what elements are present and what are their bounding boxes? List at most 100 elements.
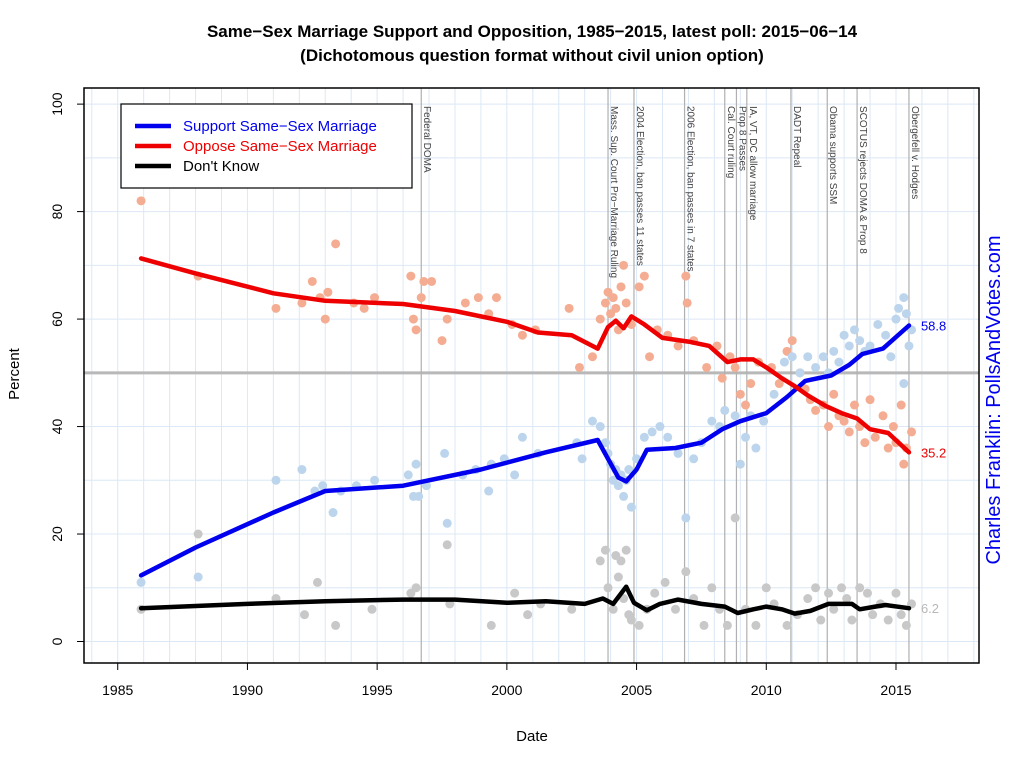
- x-tick-label: 1990: [232, 682, 263, 698]
- poll-point: [862, 588, 872, 598]
- x-tick-label: 1995: [362, 682, 393, 698]
- poll-point: [702, 362, 712, 372]
- poll-point: [689, 454, 699, 464]
- poll-point: [411, 459, 421, 469]
- poll-point: [735, 389, 745, 399]
- poll-point: [865, 395, 875, 405]
- end-labels: 58.8 35.2 6.2: [921, 319, 946, 617]
- poll-point: [645, 352, 655, 362]
- event-label: IA, VT, DC allow marriage: [747, 106, 758, 221]
- poll-point: [411, 583, 421, 593]
- poll-point: [722, 620, 732, 630]
- poll-point: [442, 540, 452, 550]
- poll-point: [460, 298, 470, 308]
- event-label: 2004 Election, ban passes 11 states: [634, 106, 645, 266]
- poll-point: [896, 610, 906, 620]
- poll-point: [751, 620, 761, 630]
- poll-point: [323, 287, 333, 297]
- poll-point: [873, 319, 883, 329]
- y-tick-label: 20: [49, 526, 65, 542]
- poll-point: [673, 341, 683, 351]
- poll-point: [608, 293, 618, 303]
- poll-point: [510, 588, 520, 598]
- poll-point: [707, 583, 717, 593]
- poll-point: [829, 346, 839, 356]
- poll-point: [868, 610, 878, 620]
- poll-point: [300, 610, 310, 620]
- poll-point: [886, 352, 896, 362]
- poll-point: [878, 411, 888, 421]
- poll-point: [442, 518, 452, 528]
- poll-point: [839, 330, 849, 340]
- poll-point: [587, 416, 597, 426]
- poll-point: [616, 556, 626, 566]
- poll-point: [650, 588, 660, 598]
- poll-point: [844, 341, 854, 351]
- poll-point: [595, 422, 605, 432]
- poll-point: [440, 448, 450, 458]
- legend-label: Support Same−Sex Marriage: [183, 118, 377, 135]
- event-label: Cal. Court ruling: [725, 106, 736, 178]
- end-label: 58.8: [921, 319, 946, 334]
- poll-point: [603, 583, 613, 593]
- poll-point: [707, 416, 717, 426]
- poll-point: [655, 422, 665, 432]
- poll-point: [883, 615, 893, 625]
- poll-point: [855, 336, 865, 346]
- poll-point: [746, 379, 756, 389]
- poll-point: [811, 362, 821, 372]
- poll-point: [660, 577, 670, 587]
- credit-text: Charles Franklin: PollsAndVotes.com: [983, 235, 1005, 564]
- poll-point: [730, 513, 740, 523]
- poll-point: [406, 271, 416, 281]
- end-label: 35.2: [921, 445, 946, 460]
- poll-point: [829, 604, 839, 614]
- trend-line: [138, 584, 912, 616]
- poll-point: [901, 309, 911, 319]
- poll-point: [816, 615, 826, 625]
- poll-point: [442, 314, 452, 324]
- poll-point: [824, 422, 834, 432]
- poll-point: [824, 588, 834, 598]
- poll-point: [621, 545, 631, 555]
- x-axis-ticks: 1985 1990 1995 2000 2005 2010 2015: [102, 663, 912, 698]
- poll-point: [735, 459, 745, 469]
- poll-point: [849, 325, 859, 335]
- poll-point: [899, 293, 909, 303]
- poll-point: [839, 416, 849, 426]
- y-tick-label: 100: [49, 92, 65, 116]
- poll-point: [888, 422, 898, 432]
- poll-point: [370, 293, 380, 303]
- chart-subtitle: (Dichotomous question format without civ…: [300, 46, 764, 65]
- event-label: DADT Repeal: [791, 106, 802, 168]
- event-label: Federal DOMA: [421, 106, 432, 173]
- y-tick-label: 40: [49, 419, 65, 435]
- y-axis-ticks: 0 20 40 60 80 100: [49, 92, 84, 645]
- poll-point: [484, 486, 494, 496]
- poll-point: [621, 298, 631, 308]
- poll-point: [774, 379, 784, 389]
- poll-point: [844, 427, 854, 437]
- y-tick-label: 0: [49, 637, 65, 645]
- poll-point: [564, 303, 574, 313]
- event-label: Prop 8 Passes: [736, 106, 747, 171]
- poll-point: [587, 352, 597, 362]
- poll-point: [608, 604, 618, 614]
- poll-point: [331, 620, 341, 630]
- poll-point: [403, 470, 413, 480]
- poll-point: [741, 400, 751, 410]
- legend-label: Don't Know: [183, 158, 259, 175]
- poll-point: [681, 567, 691, 577]
- poll-point: [870, 432, 880, 442]
- event-label: 2006 Election, ban passes in 7 states: [685, 106, 696, 272]
- chart-title: Same−Sex Marriage Support and Opposition…: [207, 22, 858, 41]
- poll-point: [787, 352, 797, 362]
- trend-lines: [138, 256, 912, 616]
- poll-point: [717, 373, 727, 383]
- poll-point: [486, 620, 496, 630]
- event-markers: Federal DOMA Mass. Sup. Court Pro−Marriag…: [420, 88, 920, 663]
- poll-point: [741, 432, 751, 442]
- poll-point: [904, 341, 914, 351]
- x-tick-label: 2005: [621, 682, 652, 698]
- poll-point: [626, 615, 636, 625]
